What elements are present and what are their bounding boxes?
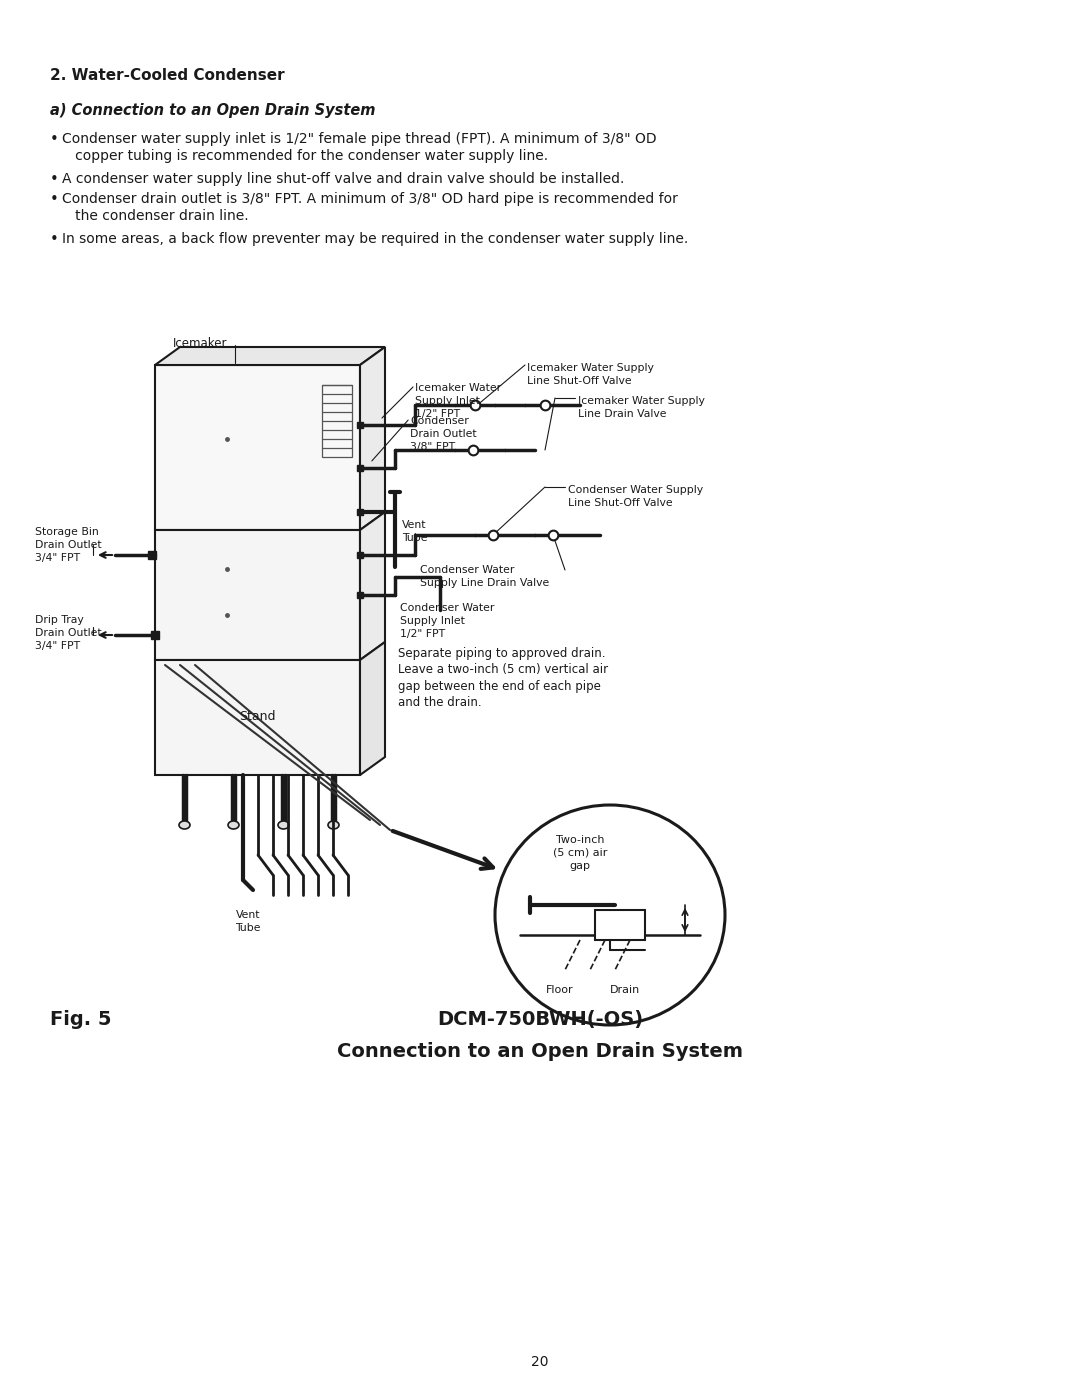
Text: Icemaker Water Supply
Line Drain Valve: Icemaker Water Supply Line Drain Valve [578, 395, 705, 419]
Bar [595, 909, 645, 940]
Text: •: • [50, 232, 58, 247]
Text: copper tubing is recommended for the condenser water supply line.: copper tubing is recommended for the con… [62, 149, 549, 163]
Text: Connection to an Open Drain System: Connection to an Open Drain System [337, 1042, 743, 1060]
Ellipse shape [278, 821, 289, 828]
Ellipse shape [495, 805, 725, 1025]
Text: Fig. 5: Fig. 5 [50, 1010, 111, 1030]
Polygon shape [360, 511, 384, 659]
Text: A condenser water supply line shut-off valve and drain valve should be installed: A condenser water supply line shut-off v… [62, 172, 624, 186]
Ellipse shape [328, 821, 339, 828]
Text: Separate piping to approved drain.
Leave a two-inch (5 cm) vertical air
gap betw: Separate piping to approved drain. Leave… [399, 647, 608, 710]
Text: Floor: Floor [546, 985, 573, 995]
Text: DCM-750BWH(-OS): DCM-750BWH(-OS) [437, 1010, 643, 1030]
Text: •: • [50, 191, 58, 207]
Text: •: • [50, 172, 58, 187]
Text: Condenser Water
Supply Inlet
1/2" FPT: Condenser Water Supply Inlet 1/2" FPT [400, 604, 495, 638]
Text: the condenser drain line.: the condenser drain line. [62, 210, 248, 224]
Text: Stand: Stand [239, 711, 275, 724]
Text: Condenser Water Supply
Line Shut-Off Valve: Condenser Water Supply Line Shut-Off Val… [568, 485, 703, 507]
Text: •: • [50, 131, 58, 147]
Text: In some areas, a back flow preventer may be required in the condenser water supp: In some areas, a back flow preventer may… [62, 232, 688, 246]
Ellipse shape [228, 821, 239, 828]
Polygon shape [156, 346, 384, 365]
Polygon shape [360, 346, 384, 529]
Text: 2. Water-Cooled Condenser: 2. Water-Cooled Condenser [50, 68, 285, 82]
Text: Icemaker Water
Supply Inlet
1/2" FPT: Icemaker Water Supply Inlet 1/2" FPT [415, 383, 501, 419]
Text: Vent
Tube: Vent Tube [402, 520, 428, 543]
Text: Storage Bin
Drain Outlet
3/4" FPT: Storage Bin Drain Outlet 3/4" FPT [35, 527, 102, 563]
Text: Icemaker Water Supply
Line Shut-Off Valve: Icemaker Water Supply Line Shut-Off Valv… [527, 363, 653, 386]
Text: Condenser Water
Supply Line Drain Valve: Condenser Water Supply Line Drain Valve [420, 564, 550, 588]
Bar [156, 659, 360, 775]
Text: Icemaker: Icemaker [173, 337, 227, 351]
Text: Drip Tray
Drain Outlet
3/4" FPT: Drip Tray Drain Outlet 3/4" FPT [35, 615, 102, 651]
Text: a) Connection to an Open Drain System: a) Connection to an Open Drain System [50, 103, 376, 117]
Bar [156, 529, 360, 659]
Bar [322, 386, 352, 457]
Text: Condenser water supply inlet is 1/2" female pipe thread (FPT). A minimum of 3/8": Condenser water supply inlet is 1/2" fem… [62, 131, 657, 147]
Ellipse shape [179, 821, 190, 828]
Text: Two-inch
(5 cm) air
gap: Two-inch (5 cm) air gap [553, 835, 607, 870]
Text: Condenser drain outlet is 3/8" FPT. A minimum of 3/8" OD hard pipe is recommende: Condenser drain outlet is 3/8" FPT. A mi… [62, 191, 678, 205]
Text: Drain: Drain [610, 985, 640, 995]
Text: 20: 20 [531, 1355, 549, 1369]
Polygon shape [360, 643, 384, 775]
Bar [156, 365, 360, 529]
Text: Condenser
Drain Outlet
3/8" FPT: Condenser Drain Outlet 3/8" FPT [410, 416, 476, 451]
Text: Vent
Tube: Vent Tube [235, 909, 260, 933]
